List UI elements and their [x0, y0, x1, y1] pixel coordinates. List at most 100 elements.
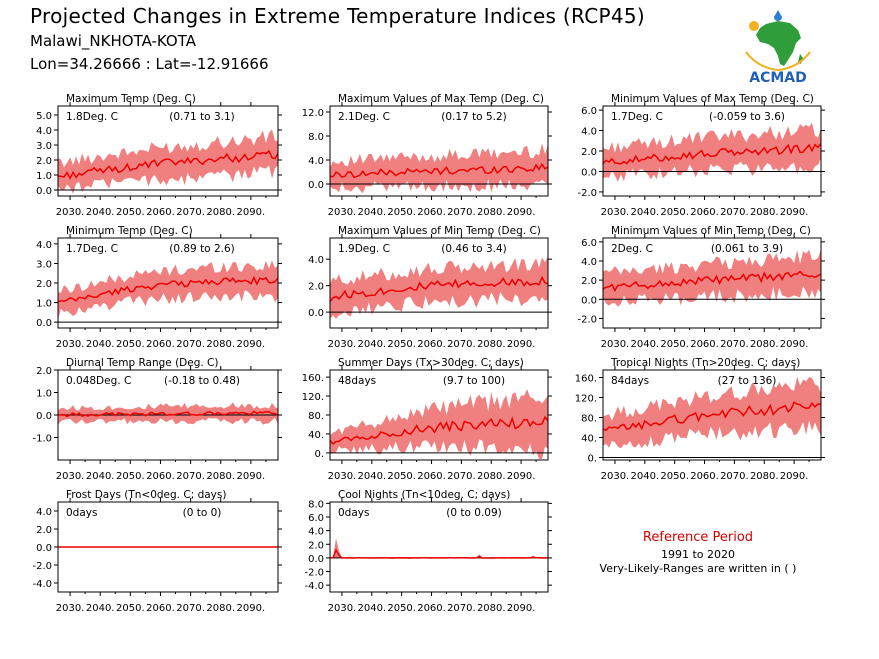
y-tick-label: 6.0 [581, 106, 597, 117]
y-tick-label: 120. [302, 392, 324, 403]
panel-title: Maximum Values of Max Temp (Deg. C) [338, 93, 544, 105]
x-tick-label: 2060. [690, 207, 719, 218]
panel-range-label: (0.061 to 3.9) [711, 243, 783, 255]
panel-range-label: (0.71 to 3.1) [169, 111, 235, 123]
x-tick-label: 2030. [601, 207, 630, 218]
x-tick-label: 2060. [417, 207, 446, 218]
range-band [58, 129, 278, 193]
y-tick-label: -4.0 [304, 581, 324, 592]
panel-value-label: 1.7Deg. C [66, 243, 118, 255]
panel-range-label: (-0.18 to 0.48) [164, 375, 240, 387]
panel-range-label: (27 to 136) [718, 375, 777, 387]
y-tick-label: 1.0 [36, 171, 52, 182]
y-tick-label: -2.0 [304, 568, 324, 579]
y-tick-label: 80. [308, 411, 324, 422]
y-tick-label: 160. [302, 373, 324, 384]
range-band [58, 260, 278, 319]
x-tick-label: 2080. [206, 603, 235, 614]
x-tick-label: 2070. [447, 603, 476, 614]
y-tick-label: 0.0 [581, 295, 597, 306]
x-tick-label: 2080. [206, 207, 235, 218]
panel-tnn: -2.00.02.04.06.02030. 2040. 2050. 2060. 2070… [577, 225, 825, 350]
y-tick-label: 5.0 [36, 111, 52, 122]
y-tick-label: 4.0 [36, 507, 52, 518]
x-tick-label: 2050. [660, 339, 689, 350]
x-tick-label: 2080. [477, 207, 506, 218]
y-tick-label: 120. [575, 394, 597, 405]
y-tick-label: 40. [308, 430, 324, 441]
x-tick-label: 2070. [447, 207, 476, 218]
panel-title: Maximum Values of Min Temp (Deg. C) [338, 225, 541, 237]
panel-txn: -2.0 0.0 2.0 4.0 6.0 2030. 2040. 2050. 2060. 2070… [577, 93, 825, 218]
panel-title: Maximum Temp (Deg. C) [66, 93, 196, 105]
y-tick-label: 2.0 [36, 525, 52, 536]
x-tick-label: 2090. [507, 603, 536, 614]
x-tick-label: 2040. [86, 471, 115, 482]
x-tick-label: 2050. [116, 603, 145, 614]
y-tick-label: 4.0 [36, 240, 52, 251]
panel-range-label: (0.17 to 5.2) [441, 111, 507, 123]
reference-period-years: 1991 to 2020 [590, 548, 806, 561]
y-tick-label: 12.0 [302, 108, 324, 119]
y-tick-label: 0.0 [36, 186, 52, 197]
x-tick-label: 2040. [86, 339, 115, 350]
x-tick-label: 2090. [780, 471, 809, 482]
y-tick-label: -1.0 [32, 434, 52, 445]
panel-value-label: 1.8Deg. C [66, 111, 118, 123]
y-tick-label: -2.0 [577, 314, 597, 325]
panel-title: Diurnal Temp Range (Deg. C) [66, 357, 218, 369]
panel-title: Tropical Nights (Tn>20deg. C; days) [610, 357, 800, 369]
y-tick-label: 4.0 [308, 156, 324, 167]
x-tick-label: 2060. [690, 471, 719, 482]
y-tick-label: 0.0 [36, 411, 52, 422]
panel-title: Minimum Values of Min Temp (Deg. C) [611, 225, 811, 237]
panel-tnx: 0.02.04.02030. 2040. 2050. 2060. 2070. 2080. 2… [308, 225, 552, 350]
very-likely-ranges-note: Very-Likely-Ranges are written in ( ) [590, 562, 806, 575]
x-tick-label: 2030. [328, 339, 357, 350]
y-tick-label: 2.0 [308, 540, 324, 551]
x-tick-label: 2080. [477, 339, 506, 350]
panel-value-label: 0days [66, 507, 97, 519]
x-tick-label: 2040. [357, 603, 386, 614]
y-tick-label: 2.0 [308, 282, 324, 293]
x-tick-label: 2050. [387, 603, 416, 614]
panel-title: Minimum Values of Max Temp (Deg. C) [611, 93, 814, 105]
x-tick-label: 2090. [237, 207, 266, 218]
y-tick-label: 80. [581, 414, 597, 425]
reference-period-title: Reference Period [590, 530, 806, 545]
x-tick-label: 2070. [176, 207, 205, 218]
x-tick-label: 2070. [720, 471, 749, 482]
y-tick-label: 0.0 [308, 308, 324, 319]
x-tick-label: 2040. [630, 339, 659, 350]
panel-value-label: 0days [338, 507, 369, 519]
x-tick-label: 2090. [237, 603, 266, 614]
y-tick-label: 8.0 [308, 132, 324, 143]
x-tick-label: 2050. [116, 471, 145, 482]
x-tick-label: 2080. [477, 471, 506, 482]
x-tick-label: 2040. [357, 207, 386, 218]
x-tick-label: 2060. [417, 339, 446, 350]
x-tick-label: 2070. [720, 339, 749, 350]
y-tick-label: 6.0 [308, 513, 324, 524]
x-tick-label: 2070. [447, 471, 476, 482]
x-tick-label: 2050. [660, 471, 689, 482]
x-tick-label: 2070. [720, 207, 749, 218]
y-tick-label: 4.0 [308, 255, 324, 266]
panel-range-label: (9.7 to 100) [443, 375, 505, 387]
panel-value-label: 2.1Deg. C [338, 111, 390, 123]
x-tick-label: 2040. [86, 603, 115, 614]
panel-value-label: 48days [338, 375, 376, 387]
x-tick-label: 2040. [357, 339, 386, 350]
x-tick-label: 2050. [116, 207, 145, 218]
x-tick-label: 2040. [630, 207, 659, 218]
y-tick-label: 4.0 [36, 126, 52, 137]
x-tick-label: 2090. [237, 471, 266, 482]
panel-range-label: (0.89 to 2.6) [169, 243, 235, 255]
y-tick-label: 2.0 [581, 147, 597, 158]
x-tick-label: 2060. [146, 339, 175, 350]
x-tick-label: 2030. [601, 339, 630, 350]
x-tick-label: 2030. [56, 471, 85, 482]
